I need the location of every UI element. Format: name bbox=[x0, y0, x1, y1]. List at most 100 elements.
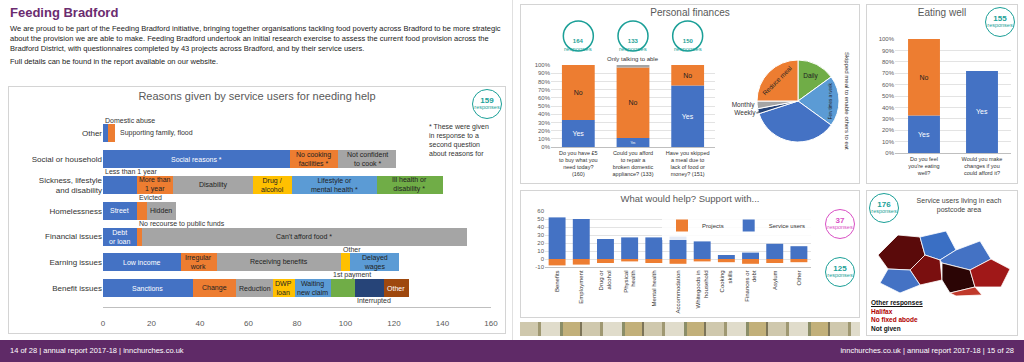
svg-text:Drug oralcohol: Drug oralcohol bbox=[599, 270, 613, 290]
svg-text:Do you feelyou're eatingwell?: Do you feelyou're eatingwell? bbox=[908, 156, 939, 176]
svg-text:164responses: 164responses bbox=[564, 38, 592, 52]
svg-text:Yes: Yes bbox=[918, 131, 930, 138]
svg-text:Sanctions: Sanctions bbox=[132, 285, 163, 292]
svg-text:Do you have £5to buy what youn: Do you have £5to buy what youneed today?… bbox=[559, 150, 598, 177]
svg-text:Not confidentto cook *: Not confidentto cook * bbox=[347, 151, 388, 167]
svg-text:80%: 80% bbox=[882, 59, 895, 65]
svg-text:Waitingnew claim: Waitingnew claim bbox=[297, 280, 328, 296]
svg-text:90%: 90% bbox=[882, 48, 895, 54]
svg-text:Yes: Yes bbox=[572, 130, 584, 137]
svg-text:30: 30 bbox=[537, 232, 544, 238]
svg-text:140: 140 bbox=[436, 319, 450, 328]
svg-text:Other: Other bbox=[387, 285, 405, 292]
svg-text:* These were givenin response: * These were givenin response to asecond… bbox=[429, 123, 489, 157]
svg-text:No: No bbox=[683, 72, 692, 79]
svg-text:50: 50 bbox=[537, 216, 544, 222]
svg-text:DWPloan: DWPloan bbox=[275, 280, 292, 296]
svg-text:Disability: Disability bbox=[199, 181, 228, 189]
svg-text:Domestic abuse: Domestic abuse bbox=[105, 117, 155, 124]
svg-text:133responses: 133responses bbox=[619, 38, 647, 52]
svg-text:Less than 1 year: Less than 1 year bbox=[105, 168, 157, 176]
svg-text:No: No bbox=[919, 74, 928, 81]
svg-text:10%: 10% bbox=[538, 136, 551, 142]
svg-text:40%: 40% bbox=[882, 105, 895, 111]
svg-text:Reduce meal: Reduce meal bbox=[761, 64, 793, 96]
svg-text:Physicalhealth: Physicalhealth bbox=[623, 270, 637, 292]
svg-text:Mental health: Mental health bbox=[651, 270, 657, 306]
svg-text:10%: 10% bbox=[882, 139, 895, 145]
svg-text:No: No bbox=[628, 99, 637, 106]
svg-text:Few times a week: Few times a week bbox=[828, 82, 833, 119]
svg-text:70%: 70% bbox=[538, 87, 551, 93]
svg-text:Skipped meal to enable others: Skipped meal to enable others to eat bbox=[844, 52, 850, 150]
svg-text:Hidden: Hidden bbox=[150, 207, 172, 214]
svg-text:40%: 40% bbox=[538, 111, 551, 117]
svg-text:Can't afford food *: Can't afford food * bbox=[276, 233, 332, 240]
svg-text:0: 0 bbox=[101, 319, 106, 328]
svg-text:40: 40 bbox=[196, 319, 205, 328]
svg-text:50%: 50% bbox=[538, 103, 551, 109]
svg-text:Lifestyle ormental health *: Lifestyle ormental health * bbox=[311, 177, 358, 193]
svg-text:-10: -10 bbox=[535, 264, 544, 270]
svg-text:Could you affordto repair abro: Could you affordto repair abroken domest… bbox=[613, 150, 654, 177]
svg-text:Daily: Daily bbox=[803, 72, 818, 80]
svg-text:Earning issues: Earning issues bbox=[50, 258, 102, 267]
svg-text:Ill health ordisability *: Ill health ordisability * bbox=[392, 176, 427, 193]
svg-text:Social reasons *: Social reasons * bbox=[171, 156, 222, 163]
svg-text:0%: 0% bbox=[885, 150, 894, 156]
svg-text:Finances ordebt: Finances ordebt bbox=[744, 270, 758, 302]
svg-text:1st payment: 1st payment bbox=[333, 271, 371, 279]
svg-text:Benefit issues: Benefit issues bbox=[52, 284, 102, 293]
svg-text:Yes: Yes bbox=[976, 108, 988, 115]
svg-text:Drug /alcohol: Drug /alcohol bbox=[261, 177, 284, 193]
svg-text:Asylum: Asylum bbox=[772, 270, 778, 290]
svg-text:100%: 100% bbox=[879, 36, 895, 42]
svg-text:50%: 50% bbox=[882, 93, 895, 99]
svg-text:Other: Other bbox=[343, 246, 361, 253]
svg-text:Monthly: Monthly bbox=[732, 101, 756, 109]
svg-text:Service users: Service users bbox=[769, 223, 805, 229]
svg-text:100: 100 bbox=[339, 319, 353, 328]
svg-text:160: 160 bbox=[484, 319, 498, 328]
svg-text:20: 20 bbox=[537, 240, 544, 246]
svg-text:Accommodation: Accommodation bbox=[675, 270, 681, 313]
svg-text:120: 120 bbox=[387, 319, 401, 328]
svg-text:Irregularwork: Irregularwork bbox=[185, 254, 212, 270]
svg-text:Homelessness: Homelessness bbox=[50, 207, 102, 216]
svg-text:20%: 20% bbox=[538, 128, 551, 134]
svg-text:150responses: 150responses bbox=[674, 38, 702, 52]
svg-text:Evicted: Evicted bbox=[139, 194, 162, 201]
svg-text:No: No bbox=[574, 89, 583, 96]
svg-text:90%: 90% bbox=[538, 70, 551, 76]
svg-text:Benefits: Benefits bbox=[554, 270, 560, 292]
svg-text:Yes: Yes bbox=[682, 113, 694, 120]
svg-text:0: 0 bbox=[541, 256, 545, 262]
svg-text:60: 60 bbox=[244, 319, 253, 328]
svg-text:No recourse to public funds: No recourse to public funds bbox=[139, 220, 225, 228]
svg-text:Whitegoods inhousehold: Whitegoods inhousehold bbox=[695, 270, 709, 308]
svg-text:10: 10 bbox=[537, 248, 544, 254]
svg-text:Low income: Low income bbox=[123, 259, 160, 266]
svg-text:Delayedwages: Delayedwages bbox=[362, 254, 388, 271]
svg-text:Financial issues: Financial issues bbox=[45, 232, 102, 241]
svg-text:Interrupted: Interrupted bbox=[357, 297, 391, 305]
svg-text:Social or household: Social or household bbox=[32, 155, 102, 164]
svg-text:Would you makechanges if youco: Would you makechanges if youcould afford… bbox=[962, 156, 1003, 176]
svg-text:60%: 60% bbox=[882, 82, 895, 88]
svg-text:Projects: Projects bbox=[702, 223, 724, 229]
svg-text:Only talking to able: Only talking to able bbox=[607, 56, 659, 62]
svg-text:80: 80 bbox=[293, 319, 302, 328]
svg-text:60: 60 bbox=[537, 208, 544, 214]
svg-text:Sickness, lifestyleand disabil: Sickness, lifestyleand disability bbox=[39, 176, 103, 195]
svg-text:Other: Other bbox=[82, 129, 102, 138]
svg-text:30%: 30% bbox=[538, 120, 551, 126]
svg-text:70%: 70% bbox=[882, 70, 895, 76]
svg-text:40: 40 bbox=[537, 224, 544, 230]
svg-text:Reduction: Reduction bbox=[239, 285, 271, 292]
svg-text:Street: Street bbox=[110, 207, 129, 214]
svg-text:100%: 100% bbox=[535, 62, 551, 68]
svg-text:Change: Change bbox=[202, 284, 227, 292]
svg-text:30%: 30% bbox=[882, 116, 895, 122]
svg-text:Have you skippeda meal due tol: Have you skippeda meal due tolack of foo… bbox=[666, 150, 710, 177]
svg-text:Supporting family, flood: Supporting family, flood bbox=[120, 129, 193, 137]
